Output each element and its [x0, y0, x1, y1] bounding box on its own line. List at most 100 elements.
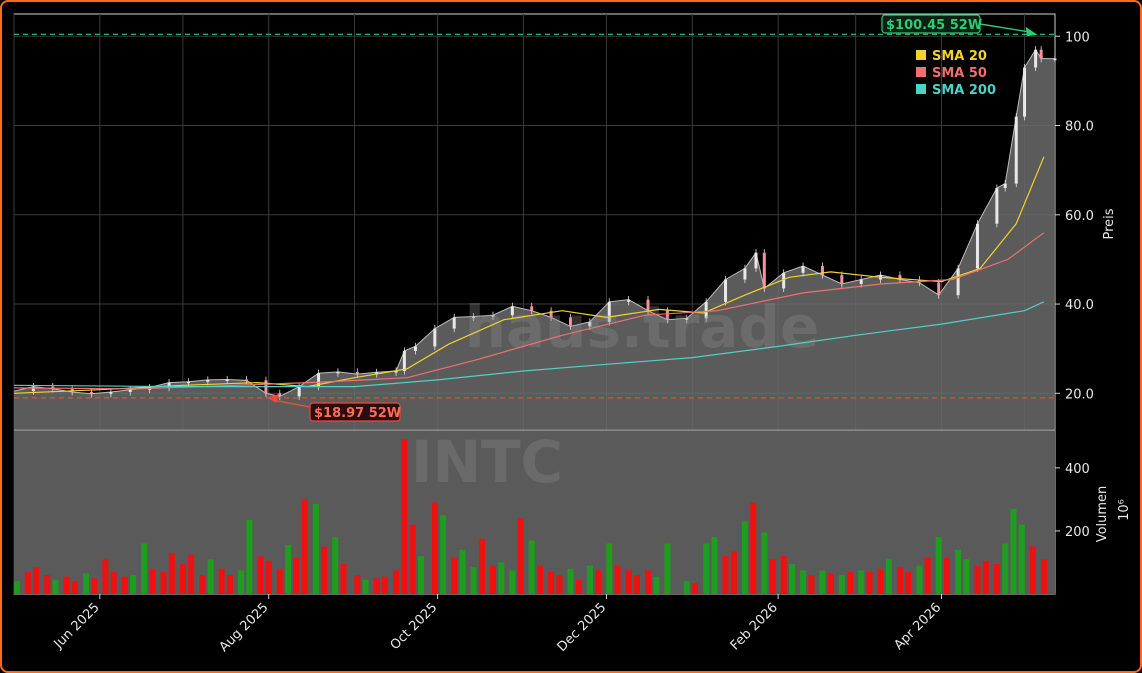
volume-bar [168, 553, 175, 594]
volume-bar [556, 575, 563, 594]
volume-bar [218, 568, 225, 594]
volume-bar [246, 519, 253, 594]
legend-swatch-sma200 [916, 84, 926, 94]
volume-bar [896, 567, 903, 594]
volume-bar [160, 571, 167, 594]
candle-body [646, 299, 650, 311]
candle-body [607, 301, 611, 322]
candle-body [685, 318, 689, 320]
volume-bar [340, 564, 347, 594]
volume-bar [44, 575, 51, 594]
candle-body [186, 381, 190, 384]
volume-bar [819, 570, 826, 594]
legend-label-sma200: SMA 200 [932, 83, 996, 98]
volume-bar [944, 557, 951, 594]
candle-body [975, 223, 979, 269]
candle-body [665, 310, 669, 320]
candle-body [840, 275, 844, 284]
volume-bar [24, 571, 31, 594]
volume-bar [750, 502, 757, 594]
candle-body [206, 379, 210, 382]
volume-axis-label: Volumen [1095, 486, 1110, 543]
volume-bar [498, 562, 505, 594]
volume-tick-label: 400 [1065, 462, 1090, 477]
volume-axis-unit: 10⁶ [1117, 499, 1132, 521]
price-tick-label: 20.0 [1065, 387, 1094, 402]
low-52w-arrow [267, 393, 311, 408]
sma-lines [13, 156, 1045, 394]
volume-bar [963, 559, 970, 594]
high-52w-arrow [979, 23, 1038, 37]
volume-bar [567, 568, 574, 594]
volume-bar [885, 559, 892, 594]
volume-bar [509, 570, 516, 594]
candle-body [167, 382, 171, 388]
sma200-line [13, 301, 1045, 388]
volume-bar [110, 571, 117, 594]
candle-body [937, 282, 941, 296]
volume-bar [982, 560, 989, 594]
candle-body [704, 301, 708, 319]
candle-body [336, 371, 340, 374]
candle-body [568, 317, 572, 327]
volume-bar [141, 543, 148, 594]
low-52w-label: $18.97 52W [314, 406, 401, 421]
candle-body [762, 252, 766, 289]
volume-bar [1029, 546, 1036, 594]
volume-bar [537, 565, 544, 594]
volume-bar [312, 504, 319, 594]
volume-tick-label: 200 [1065, 525, 1090, 540]
volume-bar [354, 575, 361, 594]
volume-bar [301, 499, 308, 594]
volume-bar [916, 565, 923, 594]
volume-bar [808, 575, 815, 594]
annotations: $100.45 52W $18.97 52W [14, 14, 1055, 422]
volume-bar [1040, 559, 1047, 594]
volume-bar [332, 537, 339, 594]
volume-bar [1010, 508, 1017, 594]
candle-body [31, 386, 35, 392]
candle-body [995, 188, 999, 224]
x-tick-label: Oct 2025 [388, 600, 441, 653]
candle-body [627, 299, 631, 302]
x-tick-label: Jun 2025 [51, 600, 103, 652]
high-52w-label: $100.45 52W [886, 18, 982, 33]
x-tick-label: Feb 2026 [728, 600, 781, 653]
volume-bar [431, 502, 438, 594]
legend: SMA 20 SMA 50 SMA 200 [916, 49, 996, 98]
price-pane [13, 46, 1057, 429]
volume-bar [121, 576, 128, 594]
volume-bar [788, 564, 795, 594]
volume-bar [664, 543, 671, 594]
volume-bar [489, 565, 496, 594]
x-tick-label: Apr 2026 [891, 600, 944, 653]
volume-bar [188, 554, 195, 594]
candle-body [1053, 58, 1057, 61]
candle-body [245, 379, 249, 381]
volume-bar [595, 570, 602, 594]
legend-label-sma20: SMA 20 [932, 49, 987, 64]
volume-bar [440, 515, 447, 594]
candle-body [317, 373, 321, 387]
candle-body [1039, 49, 1043, 59]
candle-body [452, 317, 456, 329]
volume-bar [451, 557, 458, 594]
volume-bar [905, 571, 912, 594]
volume-bar [1002, 543, 1009, 594]
volume-bar [373, 578, 380, 594]
price-area [14, 49, 1055, 429]
volume-bar [321, 546, 328, 594]
price-tick-label: 40.0 [1065, 298, 1094, 313]
candle-body [782, 272, 786, 289]
price-tick-label: 60.0 [1065, 209, 1094, 224]
volume-bar [478, 538, 485, 594]
candle-body [549, 310, 553, 318]
volume-bar [974, 565, 981, 594]
volume-bar [517, 518, 524, 594]
volume-bar [722, 556, 729, 594]
candle-body [297, 386, 301, 397]
candle-body [1023, 67, 1027, 117]
price-line [13, 48, 1055, 397]
legend-swatch-sma20 [916, 50, 926, 60]
